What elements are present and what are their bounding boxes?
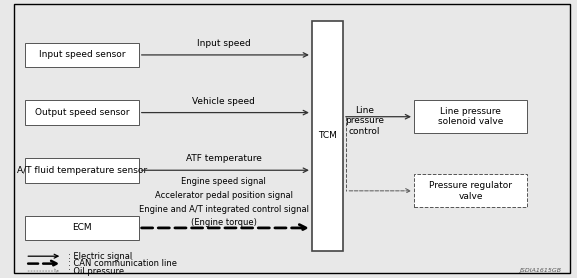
FancyBboxPatch shape [25,158,139,183]
Text: Accelerator pedal position signal: Accelerator pedal position signal [155,191,293,200]
Text: Vehicle speed: Vehicle speed [193,97,256,106]
FancyBboxPatch shape [25,215,139,240]
Text: ECM: ECM [72,224,92,232]
Text: : Oil pressure: : Oil pressure [68,267,124,275]
FancyBboxPatch shape [25,100,139,125]
Text: (Engine torque): (Engine torque) [191,218,257,227]
FancyBboxPatch shape [312,21,343,251]
Text: ATF temperature: ATF temperature [186,154,262,163]
Text: Pressure regulator
valve: Pressure regulator valve [429,181,512,200]
FancyBboxPatch shape [414,174,527,207]
Text: JSDIA1615GB: JSDIA1615GB [519,268,561,273]
Text: Input speed: Input speed [197,39,251,48]
FancyBboxPatch shape [25,43,139,67]
Text: A/T fluid temperature sensor: A/T fluid temperature sensor [17,166,147,175]
Text: TCM: TCM [318,131,337,140]
Text: Engine and A/T integrated control signal: Engine and A/T integrated control signal [139,205,309,214]
Text: Output speed sensor: Output speed sensor [35,108,129,117]
Text: : CAN communication line: : CAN communication line [68,259,177,268]
Text: Line
pressure
control: Line pressure control [345,106,384,136]
Text: Line pressure
solenoid valve: Line pressure solenoid valve [438,107,503,126]
Text: Engine speed signal: Engine speed signal [181,177,267,186]
FancyBboxPatch shape [14,4,570,273]
Text: Input speed sensor: Input speed sensor [39,50,125,59]
FancyBboxPatch shape [414,100,527,133]
Text: : Electric signal: : Electric signal [68,252,132,261]
